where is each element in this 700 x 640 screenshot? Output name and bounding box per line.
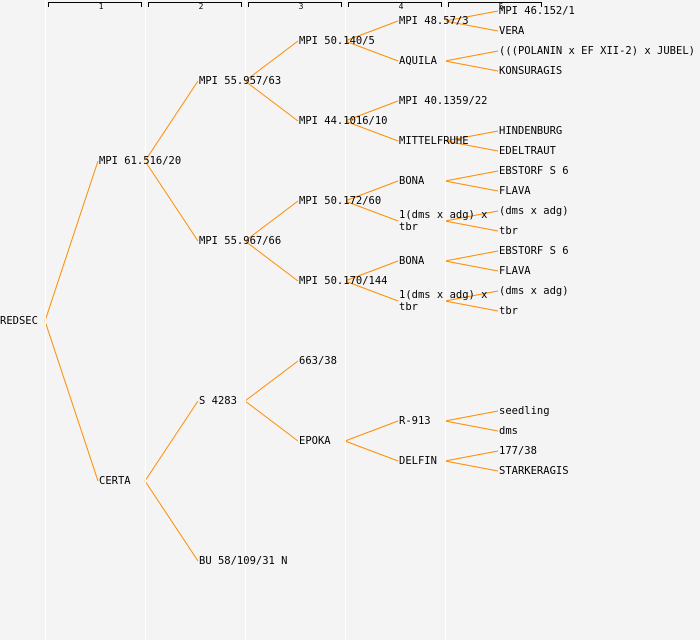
column-number: 2 [198, 2, 204, 11]
column-divider [445, 0, 446, 640]
pedigree-node[interactable]: 663/38 [299, 355, 337, 367]
pedigree-node[interactable]: EBSTORF S 6 [499, 165, 569, 177]
pedigree-node[interactable]: KONSURAGIS [499, 65, 563, 77]
connector-line [444, 460, 499, 472]
connector-line [444, 170, 499, 182]
pedigree-node[interactable]: AQUILA [399, 55, 437, 67]
pedigree-node[interactable]: FLAVA [499, 265, 531, 277]
pedigree-node[interactable]: EBSTORF S 6 [499, 245, 569, 257]
pedigree-node[interactable]: seedling [499, 405, 550, 417]
connector-line [244, 40, 299, 82]
pedigree-node[interactable]: MPI 61.516/20 [99, 155, 182, 167]
column-divider [145, 0, 146, 640]
connector-line [444, 420, 499, 432]
pedigree-node[interactable]: (((POLANIN x EF XII-2) x JUBEL) x [499, 45, 700, 57]
column-divider [45, 0, 46, 640]
connector-line [444, 220, 499, 232]
pedigree-node[interactable]: DELFIN [399, 455, 437, 467]
pedigree-node[interactable]: MPI 46.152/1 [499, 5, 575, 17]
connector-line [444, 290, 499, 302]
pedigree-node[interactable]: S 4283 [199, 395, 237, 407]
pedigree-node[interactable]: R-913 [399, 415, 431, 427]
connector-line [444, 250, 499, 262]
pedigree-node[interactable]: BONA [399, 255, 425, 267]
connector-line [344, 100, 399, 122]
column-number: 4 [398, 2, 404, 11]
pedigree-node[interactable]: BONA [399, 175, 425, 187]
connector-line [344, 420, 399, 442]
connector-line [444, 10, 499, 22]
pedigree-node[interactable]: MPI 40.1359/22 [399, 95, 488, 107]
column-bracket [448, 2, 542, 7]
column-bracket [348, 2, 442, 7]
pedigree-node[interactable]: MPI 50.172/60 [299, 195, 382, 207]
connector-line [444, 450, 499, 462]
connector-line [244, 400, 299, 442]
pedigree-node[interactable]: CERTA [99, 475, 131, 487]
connector-line [144, 80, 199, 162]
pedigree-node[interactable]: MPI 50.140/5 [299, 35, 375, 47]
pedigree-node[interactable]: tbr [499, 305, 518, 317]
connector-line [344, 120, 399, 142]
pedigree-node[interactable]: 1(dms x adg) x tbr [399, 209, 488, 233]
column-number: 5 [498, 2, 504, 11]
pedigree-node[interactable]: STARKERAGIS [499, 465, 569, 477]
connector-line [344, 40, 399, 62]
column-divider [345, 0, 346, 640]
column-number: 1 [98, 2, 104, 11]
connector-line [444, 20, 499, 32]
pedigree-node[interactable]: tbr [499, 225, 518, 237]
connector-line [344, 260, 399, 282]
connector-line [444, 50, 499, 62]
column-bracket [248, 2, 342, 7]
column-bracket [48, 2, 142, 7]
pedigree-node[interactable]: (dms x adg) [499, 285, 569, 297]
connector-line [344, 440, 399, 462]
connector-line [244, 200, 299, 242]
connector-line [244, 80, 299, 122]
connector-line [344, 200, 399, 222]
pedigree-node[interactable]: MPI 55.957/63 [199, 75, 282, 87]
pedigree-node[interactable]: REDSEC [0, 315, 38, 327]
pedigree-node[interactable]: HINDENBURG [499, 125, 563, 137]
connector-line [244, 240, 299, 282]
connector-line [444, 210, 499, 222]
connector-line [344, 20, 399, 42]
pedigree-node[interactable]: MPI 48.57/3 [399, 15, 469, 27]
pedigree-node[interactable]: EDELTRAUT [499, 145, 556, 157]
connector-line [444, 300, 499, 312]
connector-line [444, 260, 499, 272]
connector-line [44, 160, 99, 322]
pedigree-node[interactable]: VERA [499, 25, 525, 37]
column-divider [245, 0, 246, 640]
connector-line [444, 130, 499, 142]
connector-line [444, 180, 499, 192]
connector-line [244, 360, 299, 402]
pedigree-node[interactable]: EPOKA [299, 435, 331, 447]
pedigree-node[interactable]: MPI 44.1016/10 [299, 115, 388, 127]
connector-line [444, 140, 499, 152]
pedigree-node[interactable]: MPI 50.170/144 [299, 275, 388, 287]
connector-line [344, 280, 399, 302]
connector-line [444, 60, 499, 72]
pedigree-node[interactable]: FLAVA [499, 185, 531, 197]
pedigree-node[interactable]: (dms x adg) [499, 205, 569, 217]
pedigree-node[interactable]: dms [499, 425, 518, 437]
pedigree-node[interactable]: 177/38 [499, 445, 537, 457]
connector-line [144, 160, 199, 242]
column-number: 3 [298, 2, 304, 11]
connector-line [44, 320, 99, 482]
pedigree-node[interactable]: MITTELFRUHE [399, 135, 469, 147]
connector-line [144, 480, 199, 562]
column-bracket [148, 2, 242, 7]
connector-line [444, 410, 499, 422]
pedigree-node[interactable]: BU 58/109/31 N [199, 555, 288, 567]
pedigree-node[interactable]: 1(dms x adg) x tbr [399, 289, 488, 313]
connector-line [144, 400, 199, 482]
connector-line [344, 180, 399, 202]
pedigree-node[interactable]: MPI 55.967/66 [199, 235, 282, 247]
